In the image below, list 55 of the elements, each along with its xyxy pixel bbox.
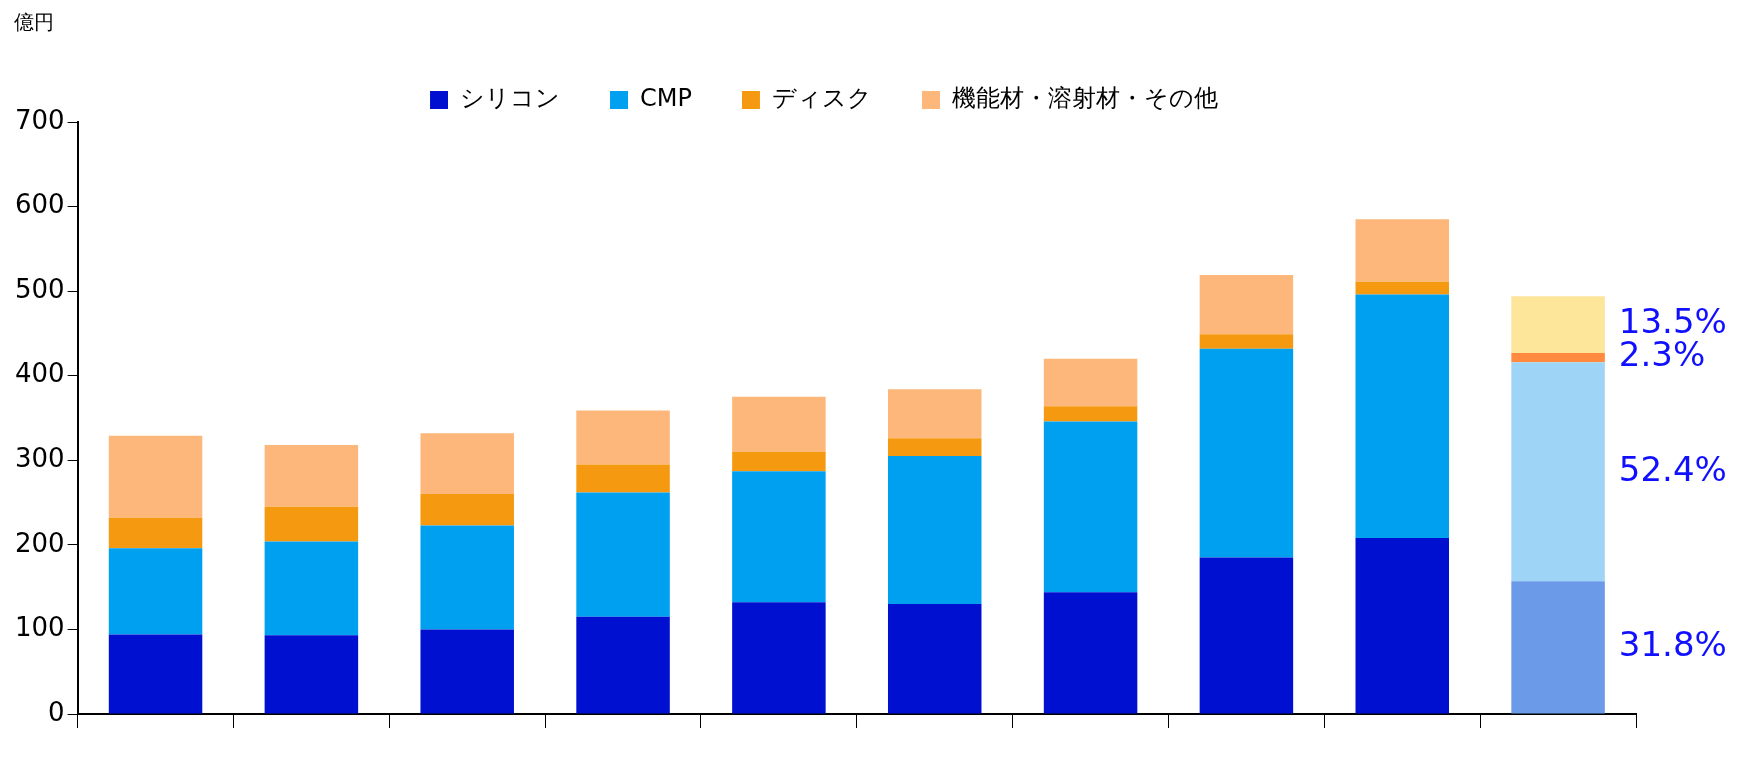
y-tick-label: 700	[14, 104, 65, 135]
legend-label: ディスク	[771, 84, 872, 113]
bar	[732, 602, 826, 714]
y-tick-label: 200	[14, 527, 65, 558]
y-tick-label: 100	[14, 612, 65, 643]
y-tick-label: 400	[14, 358, 65, 389]
y-axis-title: 億円	[14, 10, 54, 35]
bar	[420, 433, 514, 495]
bar	[1511, 581, 1605, 714]
bar	[108, 435, 203, 518]
bar	[1199, 557, 1294, 714]
bar	[1355, 294, 1449, 539]
bar	[264, 506, 359, 542]
annotation: 31.8%	[1618, 624, 1727, 665]
bar	[1511, 362, 1605, 582]
bar	[108, 517, 203, 549]
y-tick-label: 0	[48, 696, 65, 727]
bar	[1043, 421, 1138, 593]
bar	[732, 396, 826, 452]
bar	[1199, 348, 1294, 558]
bar	[732, 451, 826, 472]
bar	[576, 464, 670, 493]
bar	[1043, 406, 1138, 422]
y-tick-label: 600	[14, 189, 65, 220]
legend-label: CMP	[640, 84, 692, 113]
bar	[264, 445, 359, 507]
bar	[1043, 358, 1138, 407]
bar	[732, 471, 826, 603]
bar	[1355, 538, 1449, 714]
bar	[264, 541, 359, 636]
bar	[887, 604, 982, 714]
bar	[1043, 592, 1138, 714]
bar	[887, 389, 982, 439]
bar	[420, 525, 514, 630]
bar	[576, 410, 670, 465]
bar	[420, 494, 514, 526]
bar	[887, 438, 982, 457]
bar	[1511, 296, 1605, 353]
bar	[576, 616, 670, 714]
bar	[1199, 275, 1294, 335]
legend-label: シリコン	[460, 84, 561, 113]
bar	[1511, 352, 1605, 363]
bar	[1355, 219, 1449, 282]
bar	[108, 548, 203, 635]
bar	[264, 635, 359, 714]
bar	[1355, 281, 1449, 295]
legend-label: 機能材・溶射材・その他	[951, 84, 1218, 113]
annotation: 52.4%	[1618, 448, 1727, 489]
bar	[420, 629, 514, 714]
bar	[1199, 334, 1294, 349]
y-tick-label: 500	[14, 273, 65, 304]
bar	[576, 492, 670, 617]
bar	[887, 456, 982, 605]
bar	[108, 634, 203, 714]
y-tick-label: 300	[14, 443, 65, 474]
